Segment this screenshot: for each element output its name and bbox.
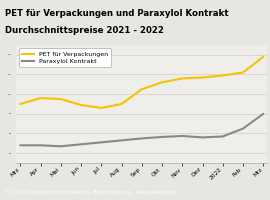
Legend: PET für Verpackungen, Paraxylol Kontrakt: PET für Verpackungen, Paraxylol Kontrakt [19, 48, 111, 67]
Text: Durchschnittspreise 2021 - 2022: Durchschnittspreise 2021 - 2022 [5, 26, 164, 35]
Text: PET für Verpackungen und Paraxylol Kontrakt: PET für Verpackungen und Paraxylol Kontr… [5, 9, 229, 18]
Text: © 2022 Kunststoff Information, Bad Homburg - www.kiweb.de: © 2022 Kunststoff Information, Bad Hombu… [5, 190, 176, 195]
